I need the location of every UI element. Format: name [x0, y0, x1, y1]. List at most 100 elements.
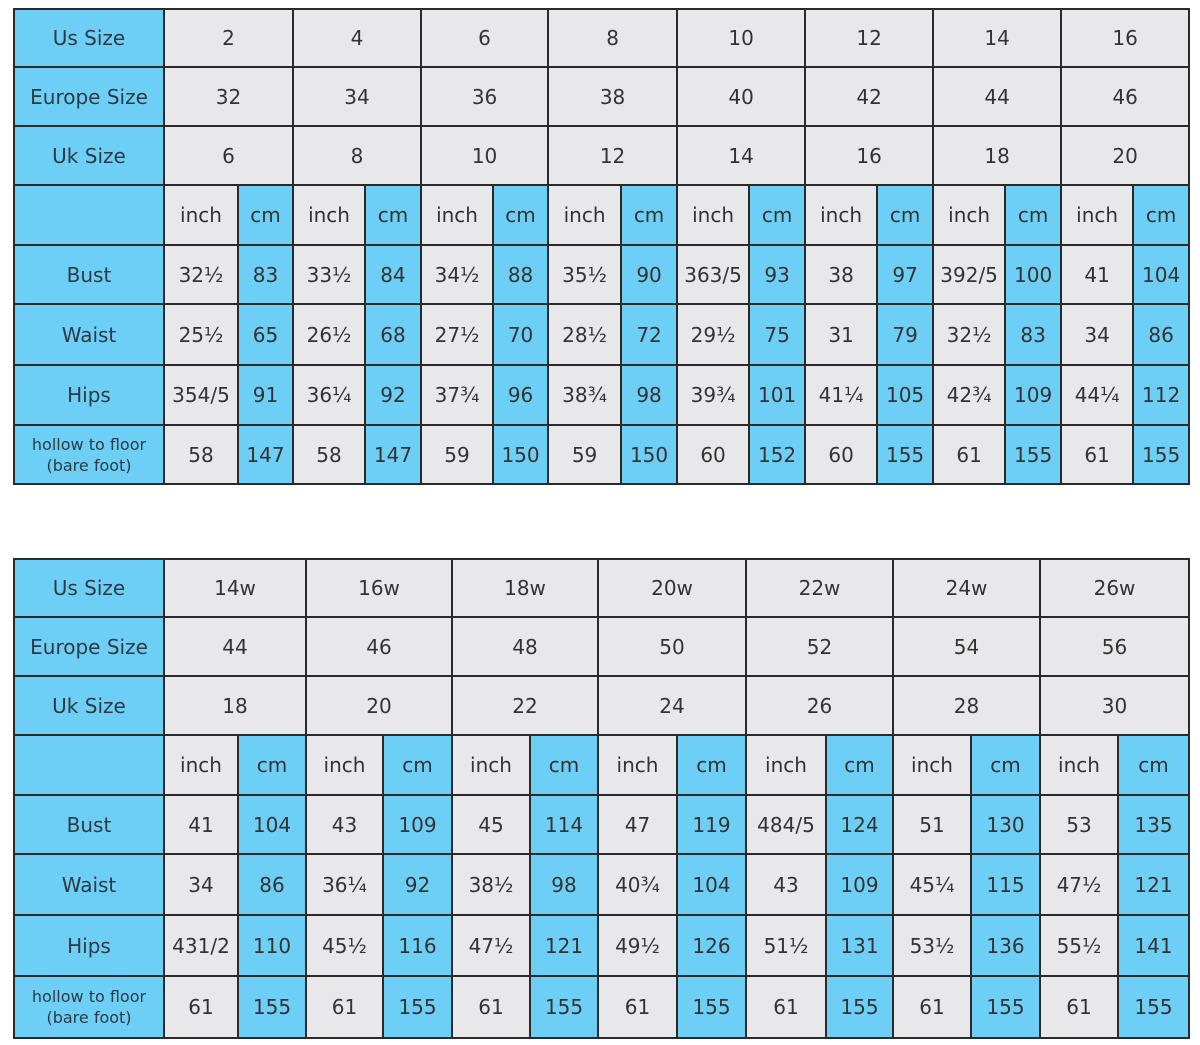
inch-value: 38¾ — [547, 364, 623, 426]
unit-inch: inch — [932, 184, 1007, 246]
size-cell: 20 — [1060, 125, 1191, 186]
cm-value: 155 — [382, 975, 453, 1039]
row-label: Waist — [13, 303, 165, 366]
inch-value: 61 — [932, 424, 1007, 485]
inch-value: 484/5 — [745, 794, 827, 855]
measurement-row: Waist 34 86 36¼ 92 38½ 98 40¾ 104 43 109 45¼ 115 47½ 1… — [13, 853, 1190, 916]
inch-value: 33½ — [292, 244, 367, 305]
inch-value: 53 — [1039, 794, 1119, 855]
cm-value: 104 — [237, 794, 307, 855]
cm-value: 135 — [1117, 794, 1190, 855]
size-cell: 42 — [804, 66, 935, 127]
inch-value: 53½ — [892, 914, 972, 977]
row-label: Europe Size — [13, 616, 165, 677]
size-cell: 14w — [163, 558, 307, 618]
size-cell: 4 — [292, 8, 423, 68]
inch-value: 38½ — [451, 853, 531, 916]
row-label: Europe Size — [13, 66, 165, 127]
row-label: Waist — [13, 853, 165, 916]
inch-value: 34 — [163, 853, 239, 916]
cm-value: 155 — [529, 975, 599, 1039]
row-label: Bust — [13, 244, 165, 305]
size-cell: 40 — [676, 66, 807, 127]
size-cell: 20 — [305, 675, 453, 736]
size-cell: 6 — [420, 8, 550, 68]
inch-value: 40¾ — [597, 853, 678, 916]
size-cell: 10 — [420, 125, 550, 186]
row-label: Hips — [13, 364, 165, 426]
measurement-row: Bust 41 104 43 109 45 114 47 119 484/5 124 51 130 53 1… — [13, 794, 1190, 855]
size-cell: 52 — [745, 616, 894, 677]
size-cell: 12 — [804, 8, 935, 68]
inch-value: 58 — [163, 424, 239, 485]
size-cell: 16 — [1060, 8, 1191, 68]
inch-value: 29½ — [676, 303, 751, 366]
inch-value: 431/2 — [163, 914, 239, 977]
inch-value: 61 — [451, 975, 531, 1039]
row-label: Hips — [13, 914, 165, 977]
cm-value: 121 — [1117, 853, 1190, 916]
unit-row: inch cm inch cm inch cm inch cm inch cm inch cm inch… — [13, 734, 1190, 796]
size-cell: 44 — [932, 66, 1063, 127]
size-cell: 8 — [547, 8, 679, 68]
inch-value: 60 — [804, 424, 879, 485]
inch-value: 44¼ — [1060, 364, 1135, 426]
cm-value: 83 — [1004, 303, 1063, 366]
size-cell: 38 — [547, 66, 679, 127]
size-chart-table-standard: Us Size 2 4 6 8 10 12 14 16 Europe Size 32 34 36 38 40… — [13, 8, 1191, 485]
cm-value: 86 — [1132, 303, 1191, 366]
size-cell: 46 — [1060, 66, 1191, 127]
cm-value: 84 — [364, 244, 423, 305]
inch-value: 42¾ — [932, 364, 1007, 426]
cm-value: 70 — [492, 303, 550, 366]
cm-value: 155 — [237, 975, 307, 1039]
inch-value: 47½ — [1039, 853, 1119, 916]
row-label: Uk Size — [13, 675, 165, 736]
unit-inch: inch — [676, 184, 751, 246]
size-row: Uk Size 6 8 10 12 14 16 18 20 — [13, 125, 1191, 186]
inch-value: 51½ — [745, 914, 827, 977]
cm-value: 131 — [825, 914, 894, 977]
unit-row: inch cm inch cm inch cm inch cm inch cm inch cm inch… — [13, 184, 1191, 246]
inch-value: 354/5 — [163, 364, 239, 426]
size-cell: 24 — [597, 675, 747, 736]
cm-value: 90 — [620, 244, 679, 305]
inch-value: 26½ — [292, 303, 367, 366]
inch-value: 41 — [1060, 244, 1135, 305]
unit-inch: inch — [1039, 734, 1119, 796]
inch-value: 27½ — [420, 303, 495, 366]
cm-value: 97 — [876, 244, 935, 305]
unit-inch: inch — [597, 734, 678, 796]
size-cell: 18 — [932, 125, 1063, 186]
size-cell: 34 — [292, 66, 423, 127]
cm-value: 109 — [825, 853, 894, 916]
inch-value: 25½ — [163, 303, 239, 366]
measurement-row: Bust 32½ 83 33½ 84 34½ 88 35½ 90 363/5 93 38 97 392/5… — [13, 244, 1191, 305]
cm-value: 126 — [676, 914, 747, 977]
size-cell: 50 — [597, 616, 747, 677]
cm-value: 150 — [620, 424, 679, 485]
cm-value: 98 — [620, 364, 679, 426]
cm-value: 121 — [529, 914, 599, 977]
size-cell: 22w — [745, 558, 894, 618]
row-label: Us Size — [13, 558, 165, 618]
inch-value: 51 — [892, 794, 972, 855]
cm-value: 75 — [748, 303, 807, 366]
inch-value: 61 — [163, 975, 239, 1039]
cm-value: 141 — [1117, 914, 1190, 977]
inch-value: 41 — [163, 794, 239, 855]
cm-value: 98 — [529, 853, 599, 916]
row-label: hollow to floor (bare foot) — [13, 975, 165, 1039]
size-row: Europe Size 44 46 48 50 52 54 56 — [13, 616, 1190, 677]
unit-cm: cm — [492, 184, 550, 246]
cm-value: 104 — [1132, 244, 1191, 305]
unit-inch: inch — [163, 734, 239, 796]
size-cell: 22 — [451, 675, 599, 736]
inch-value: 61 — [745, 975, 827, 1039]
inch-value: 58 — [292, 424, 367, 485]
unit-cm: cm — [237, 734, 307, 796]
unit-cm: cm — [1132, 184, 1191, 246]
size-cell: 48 — [451, 616, 599, 677]
size-cell: 36 — [420, 66, 550, 127]
size-cell: 8 — [292, 125, 423, 186]
